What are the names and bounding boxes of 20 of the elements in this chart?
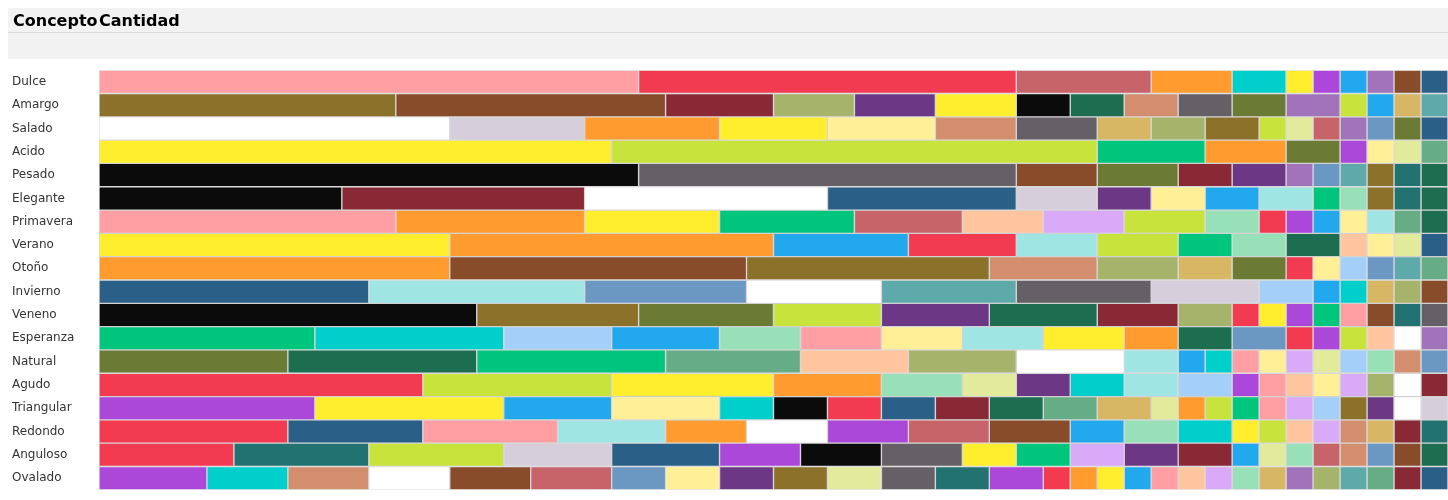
y-tick-label: Invierno: [12, 283, 61, 298]
y-tick-label: Ovalado: [12, 470, 62, 485]
y-tick-label: Natural: [12, 353, 57, 368]
y-tick-label: Redondo: [12, 423, 65, 438]
y-tick-label: Pesado: [12, 167, 55, 182]
y-tick-label: Esperanza: [12, 330, 75, 345]
y-tick-label: Acido: [12, 143, 45, 158]
y-tick-label: Veneno: [12, 307, 57, 322]
y-tick-label: Triangular: [11, 400, 72, 415]
y-tick-label: Amargo: [12, 97, 59, 112]
y-tick-label: Primavera: [12, 213, 74, 228]
y-tick-label: Elegante: [12, 190, 65, 205]
y-tick-label: Anguloso: [12, 446, 68, 461]
y-tick-label: Agudo: [12, 377, 51, 392]
y-tick-label: Verano: [12, 237, 54, 252]
y-tick-label: Otoño: [12, 260, 49, 275]
y-tick-label: Salado: [12, 120, 53, 135]
y-tick-label: Dulce: [12, 73, 47, 88]
y-axis-title: Concepto: [12, 10, 98, 30]
x-axis-title: Cantidad: [99, 10, 180, 30]
